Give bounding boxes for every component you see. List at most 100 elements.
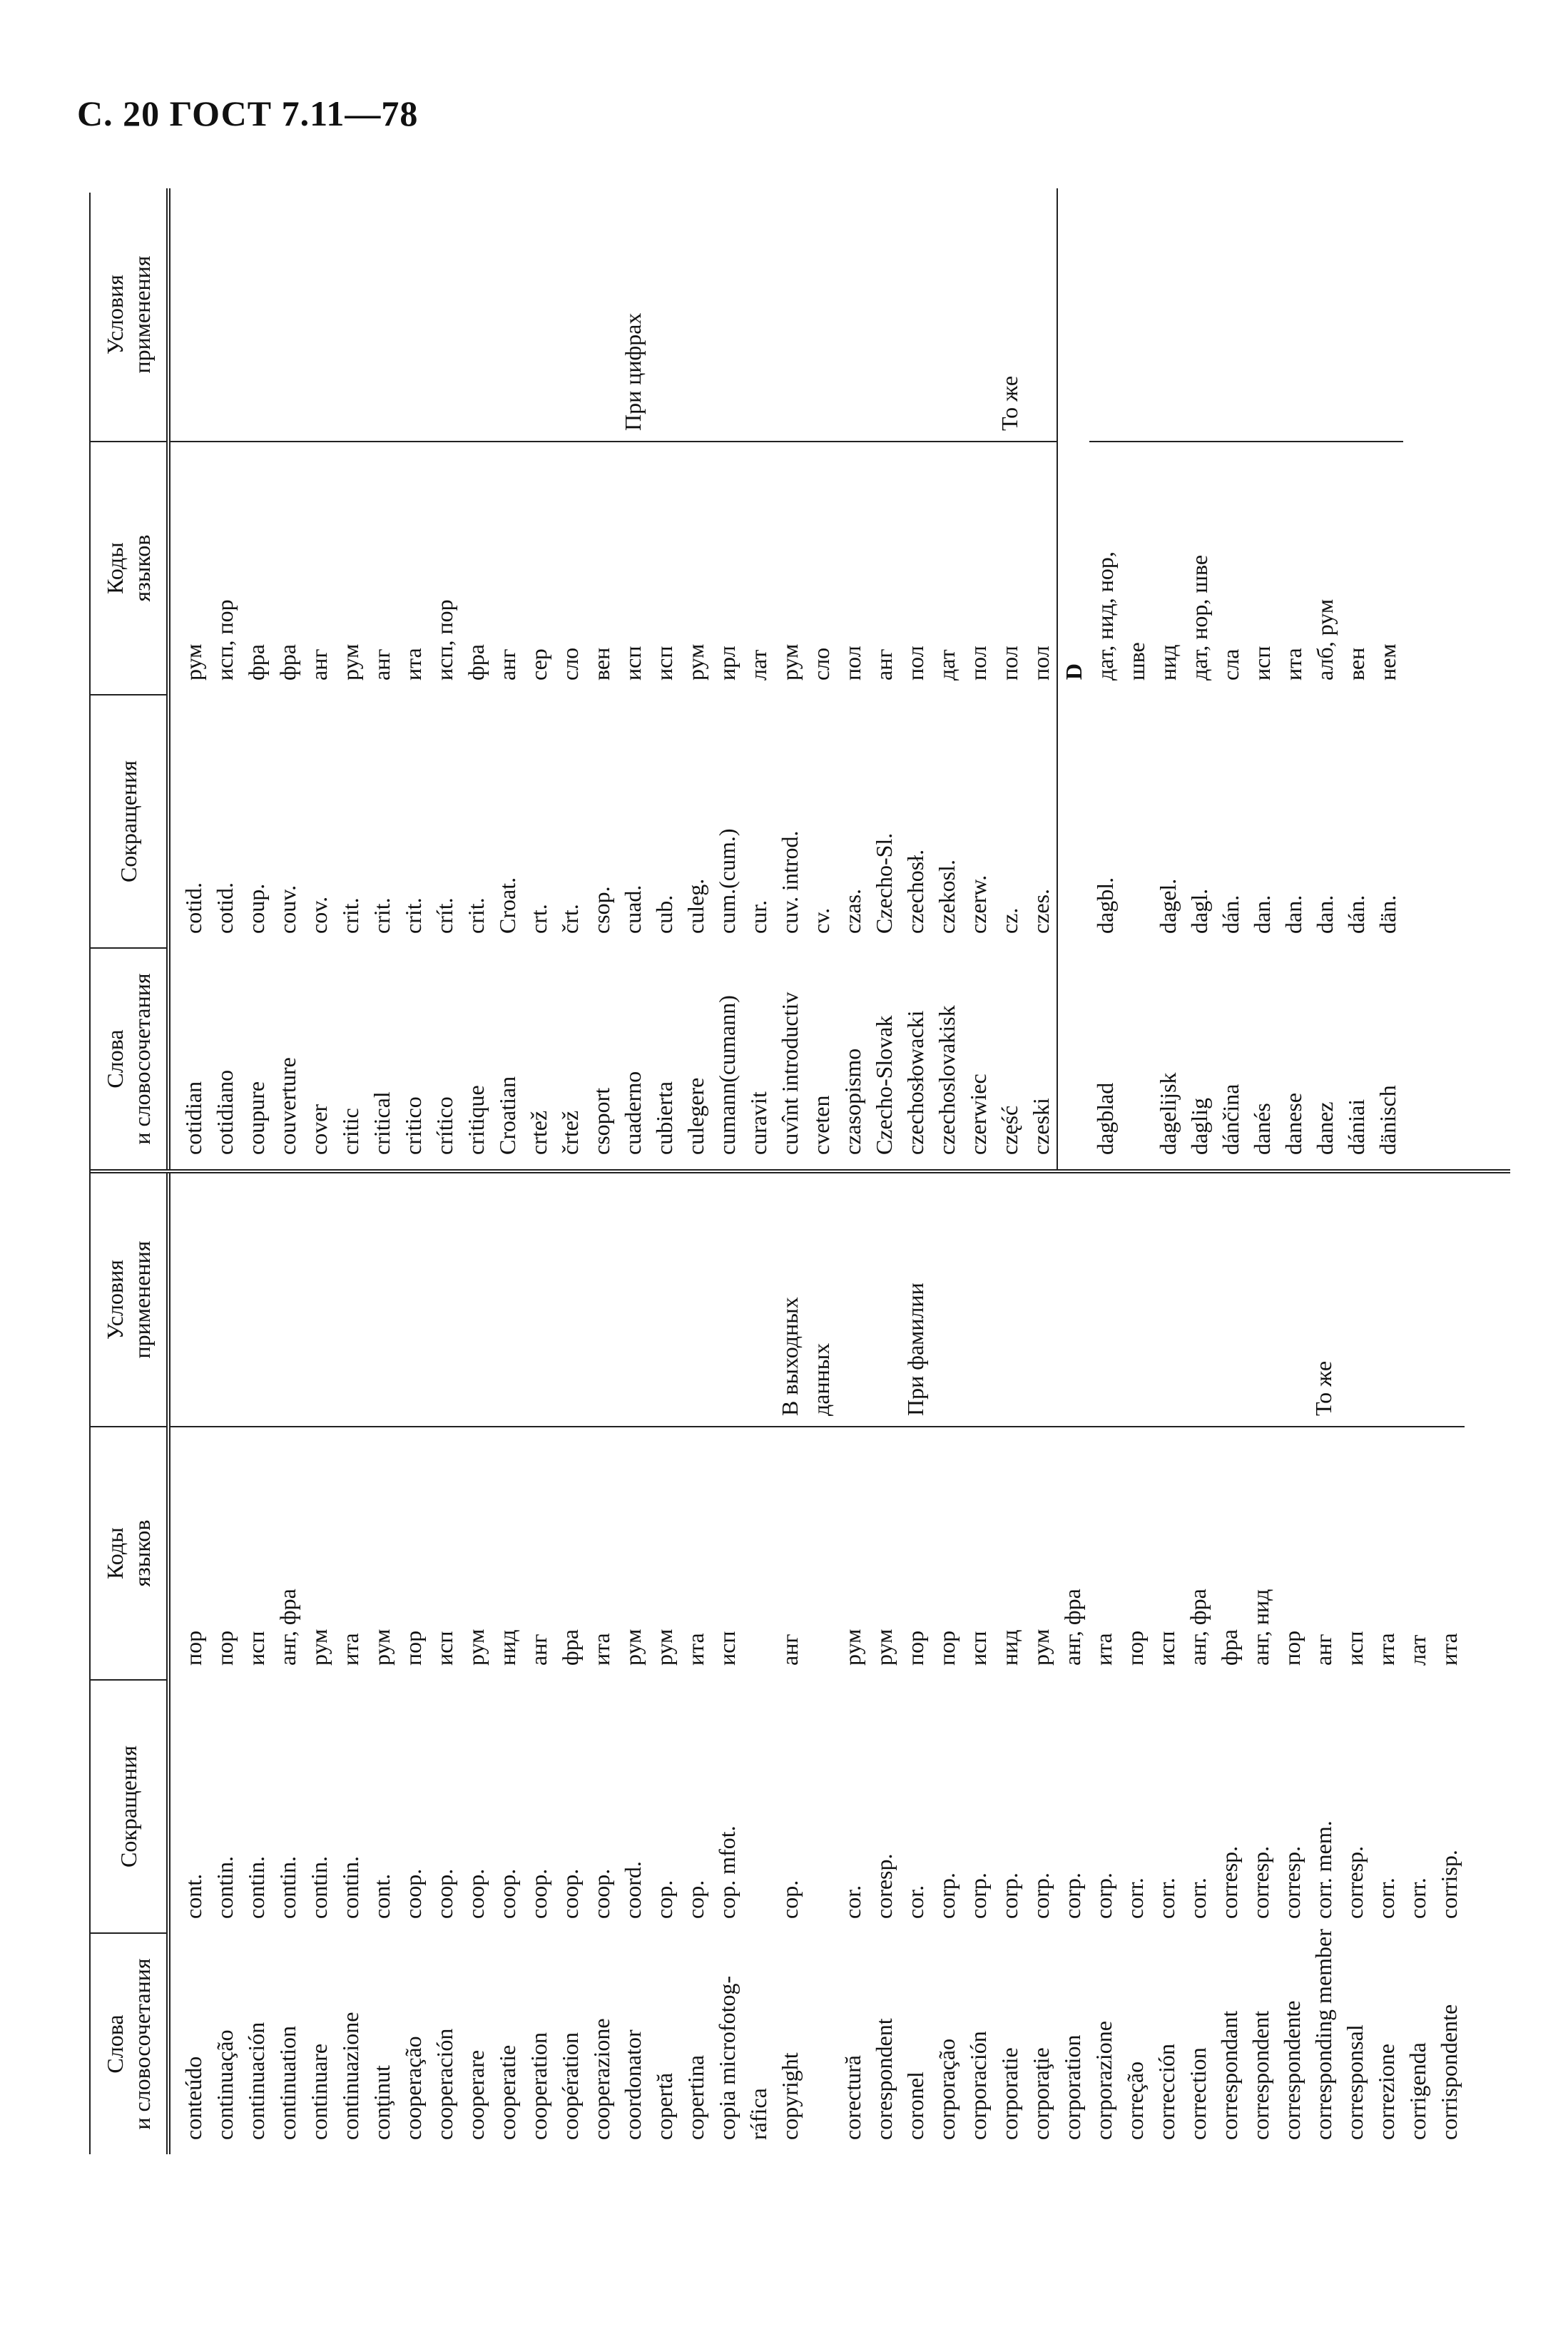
- text: cub.: [651, 895, 677, 934]
- text: czechoslovakisk: [934, 1005, 959, 1155]
- table-row: corporatie corp. нид: [994, 1173, 1025, 2154]
- text: contin.: [243, 1856, 269, 1919]
- text: исп, пор: [432, 599, 457, 681]
- text: рум: [620, 1629, 646, 1666]
- text: crit.: [400, 897, 426, 934]
- table-row: correspondent corresp. анг, нид: [1245, 1173, 1276, 2154]
- text: пол: [965, 646, 991, 681]
- abbr-cell: dan.: [1309, 695, 1340, 948]
- table-row: correzione corr. ита: [1370, 1173, 1402, 2154]
- table-body: cotidian cotid. рум cotidiano cotid. исп, пор…: [168, 188, 1403, 1169]
- table: Слова и словосочетания Сокращения Коды языко…: [89, 188, 1510, 2154]
- text: вен: [1343, 647, 1369, 681]
- column-header: Слова и словосочетания: [91, 948, 168, 1169]
- text: continuazione: [337, 2012, 363, 2140]
- abbr-cell: corresp.: [1245, 1680, 1276, 1933]
- note-cell: [1402, 1173, 1433, 1427]
- text: лат: [1405, 1634, 1430, 1666]
- text-line: Условия: [102, 1260, 128, 1340]
- text: То же: [1310, 1360, 1336, 1416]
- table-row: danés dan. исп: [1246, 188, 1278, 1169]
- table-row: copertina cop. ита: [680, 1173, 711, 2154]
- codes-cell: анг, фра: [1057, 1427, 1088, 1680]
- codes-cell: исп: [240, 1427, 272, 1680]
- text: critical: [369, 1091, 394, 1155]
- word-cell: cooperação: [397, 1933, 429, 2154]
- text: cuv. introd.: [777, 830, 803, 934]
- text: вен: [589, 647, 614, 681]
- abbr-cell: csop.: [586, 695, 617, 948]
- note-cell: [1372, 188, 1403, 442]
- word-cell: corrección: [1151, 1933, 1182, 2154]
- text: corp.: [965, 1872, 991, 1919]
- table-row: czasopismo czas. пол: [837, 188, 868, 1169]
- codes-cell: пол: [962, 442, 994, 695]
- word-cell: coopération: [554, 1933, 586, 2154]
- codes-cell: фра: [1213, 1427, 1245, 1680]
- note-cell: [1088, 1173, 1119, 1427]
- abbr-cell: czerw.: [962, 695, 994, 948]
- text: crit.: [337, 897, 363, 934]
- text-line: ráfica: [745, 2088, 771, 2140]
- abbr-cell: coop.: [523, 1680, 554, 1933]
- table-row: cuaderno cuad. исп При цифрах: [617, 188, 648, 1169]
- text: анг: [777, 1634, 803, 1666]
- text: corresponding member: [1310, 1929, 1336, 2140]
- note-cell: [492, 1173, 523, 1427]
- column-header: Сокращения: [91, 695, 168, 948]
- text-line: применения: [129, 255, 155, 374]
- text-line: дат, нид, нор,: [1092, 551, 1118, 681]
- note-cell: [1433, 1173, 1465, 1427]
- text: corp.: [997, 1872, 1022, 1919]
- text: continuação: [212, 2029, 238, 2140]
- column-header: Условия применения: [91, 188, 168, 442]
- text: cont.: [369, 1873, 394, 1919]
- text: coupure: [243, 1081, 269, 1155]
- text-line: Коды: [102, 542, 128, 594]
- word-cell: correction: [1182, 1933, 1213, 2154]
- codes-cell: исп: [711, 1427, 774, 1680]
- text: corespondent: [871, 2018, 897, 2140]
- text: corporaţie: [1028, 2047, 1054, 2140]
- table-row: coopération coop. фра: [554, 1173, 586, 2154]
- text: dan.: [1312, 895, 1338, 934]
- abbr-cell: cont.: [168, 1680, 209, 1933]
- table-row: correção corr. пор: [1119, 1173, 1151, 2154]
- abbr-cell: corr.: [1151, 1680, 1182, 1933]
- codes-cell: нид: [994, 1427, 1025, 1680]
- text: danez: [1312, 1101, 1338, 1155]
- note-cell: [931, 188, 962, 442]
- codes-cell: вен: [1340, 442, 1372, 695]
- column-header: Условия применения: [91, 1173, 168, 1427]
- word-cell: correspondente: [1276, 1933, 1308, 2154]
- codes-cell: ита: [586, 1427, 617, 1680]
- table-row: cooperazione coop. ита: [586, 1173, 617, 2154]
- table-row: critico crit. ита: [397, 188, 429, 1169]
- text: анг: [526, 1634, 551, 1666]
- abbr-cell: corr.: [1402, 1680, 1433, 1933]
- table-row: culegere culeg. рум: [680, 188, 711, 1169]
- codes-cell: анг: [774, 1427, 837, 1680]
- text: cooperatie: [494, 2044, 520, 2140]
- codes-cell: рум: [335, 442, 366, 695]
- codes-cell: исп: [1246, 442, 1278, 695]
- abbr-cell: contin.: [209, 1680, 240, 1933]
- text: corporación: [965, 2031, 991, 2140]
- word-cell: danese: [1278, 948, 1309, 1169]
- table-row: czechoslovakisk czekosl. дат: [931, 188, 962, 1169]
- note-cell: [460, 188, 492, 442]
- word-cell: correspondant: [1213, 1933, 1245, 2154]
- text: corp.: [1059, 1872, 1085, 1919]
- table-row: cumann(cumann) cum.(cum.) ирл: [711, 188, 743, 1169]
- text: corrigenda: [1405, 2042, 1430, 2140]
- table-row: copia microfotog-ráfica cop. mfot. исп: [711, 1173, 774, 2154]
- codes-cell: пор: [900, 1427, 931, 1680]
- codes-cell: анг: [1308, 1427, 1339, 1680]
- abbr-cell: dagel.: [1152, 695, 1183, 948]
- text: cuad.: [620, 885, 646, 934]
- text: рум: [840, 1629, 865, 1666]
- text: dagblad: [1092, 1082, 1118, 1155]
- text: cont.: [180, 1873, 206, 1919]
- text: czerw.: [965, 875, 991, 934]
- text: critic: [337, 1108, 363, 1155]
